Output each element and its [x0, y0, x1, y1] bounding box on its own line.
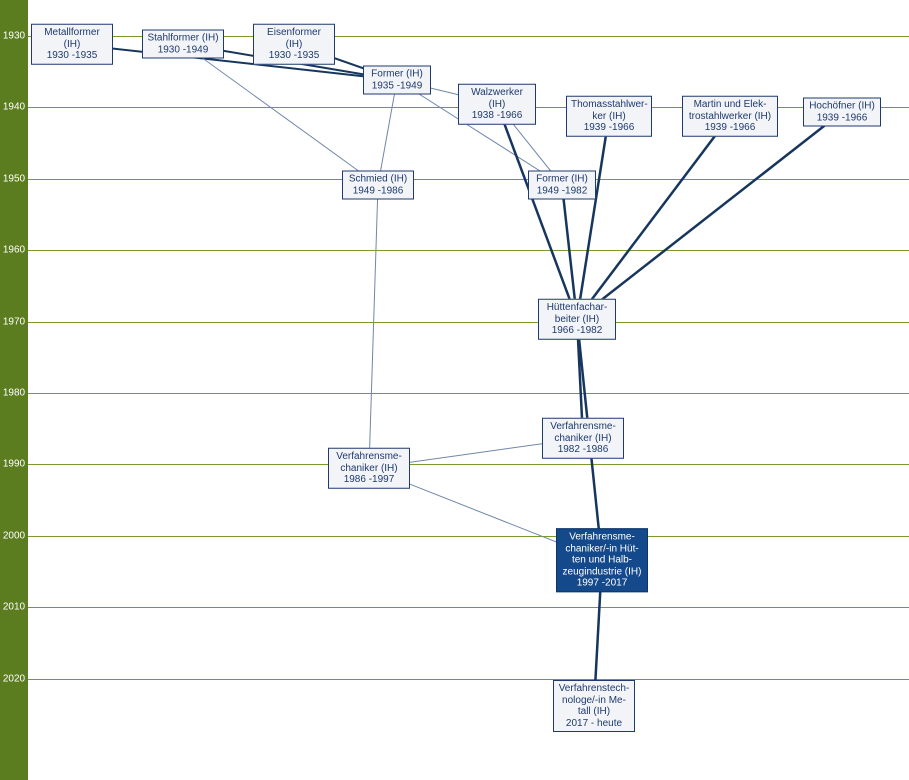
year-label: 2020 [0, 673, 28, 684]
node-years: 1930 -1935 [258, 50, 330, 62]
node-years: 1939 -1966 [808, 112, 876, 124]
node-years: 1930 -1949 [147, 44, 219, 56]
occupation-node-hochofner[interactable]: Hochöfner (IH)1939 -1966 [803, 98, 881, 127]
node-years: 1939 -1966 [571, 122, 647, 134]
node-years: 1939 -1966 [687, 122, 773, 134]
edge [577, 112, 842, 319]
edge [183, 44, 378, 185]
node-years: 2017 - heute [558, 718, 630, 730]
occupation-node-vfm1986[interactable]: Verfahrensme- chaniker (IH)1986 -1997 [328, 448, 410, 489]
node-years: 1966 -1982 [543, 325, 611, 337]
node-years: 1930 -1935 [36, 50, 108, 62]
grid-line [28, 464, 909, 465]
grid-line [28, 179, 909, 180]
node-years: 1949 -1986 [347, 185, 409, 197]
occupation-node-thomas[interactable]: Thomasstahlwer- ker (IH)1939 -1966 [566, 96, 652, 137]
year-label: 1990 [0, 459, 28, 470]
node-title: Martin und Elek- trostahlwerker (IH) [689, 99, 771, 122]
occupation-node-former1935[interactable]: Former (IH)1935 -1949 [363, 66, 431, 95]
node-title: Stahlformer (IH) [147, 33, 218, 44]
occupation-node-vfm1982[interactable]: Verfahrensme- chaniker (IH)1982 -1986 [542, 418, 624, 459]
year-label: 1970 [0, 316, 28, 327]
occupation-node-walzwerker[interactable]: Walzwerker (IH)1938 -1966 [458, 84, 536, 125]
node-title: Former (IH) [536, 174, 588, 185]
grid-line [28, 607, 909, 608]
node-years: 1997 -2017 [561, 577, 643, 589]
node-title: Metallformer (IH) [44, 27, 100, 50]
node-years: 1982 -1986 [547, 444, 619, 456]
grid-line [28, 536, 909, 537]
edge [577, 116, 609, 319]
year-label: 2000 [0, 530, 28, 541]
occupation-node-martin[interactable]: Martin und Elek- trostahlwerker (IH)1939… [682, 96, 778, 137]
edge [497, 104, 577, 319]
node-title: Hochöfner (IH) [809, 101, 875, 112]
year-label: 2010 [0, 602, 28, 613]
year-label: 1930 [0, 31, 28, 42]
node-title: Eisenformer (IH) [267, 27, 321, 50]
grid-line [28, 393, 909, 394]
year-label: 1960 [0, 245, 28, 256]
occupation-node-eisenformer[interactable]: Eisenformer (IH)1930 -1935 [253, 24, 335, 65]
node-title: Verfahrenstech- nologe/-in Me- tall (IH) [559, 683, 630, 717]
grid-line [28, 322, 909, 323]
edge [72, 44, 397, 80]
node-title: Schmied (IH) [349, 174, 407, 185]
node-title: Verfahrensme- chaniker (IH) [336, 451, 402, 474]
occupation-node-stahlformer[interactable]: Stahlformer (IH)1930 -1949 [142, 30, 224, 59]
node-title: Walzwerker (IH) [471, 87, 523, 110]
edge [378, 80, 397, 185]
year-label: 1950 [0, 173, 28, 184]
year-label: 1940 [0, 102, 28, 113]
node-years: 1986 -1997 [333, 474, 405, 486]
node-title: Thomasstahlwer- ker (IH) [571, 99, 648, 122]
node-title: Former (IH) [371, 69, 423, 80]
diagram-viewport: 1930 1940 1950 1960 1970 1980 1990 2000 2010 2020… [0, 0, 909, 780]
node-years: 1935 -1949 [368, 80, 426, 92]
occupation-node-former1949[interactable]: Former (IH)1949 -1982 [528, 171, 596, 200]
edge [577, 116, 730, 319]
grid-line [28, 250, 909, 251]
year-label: 1980 [0, 388, 28, 399]
node-title: Hüttenfachar- beiter (IH) [547, 302, 608, 325]
node-title: Verfahrensme- chaniker/-in Hüt- ten und … [563, 531, 642, 577]
node-years: 1938 -1966 [463, 110, 531, 122]
node-years: 1949 -1982 [533, 185, 591, 197]
node-title: Verfahrensme- chaniker (IH) [550, 421, 616, 444]
occupation-node-huette[interactable]: Hüttenfachar- beiter (IH)1966 -1982 [538, 299, 616, 340]
occupation-node-vtech2017[interactable]: Verfahrenstech- nologe/-in Me- tall (IH)… [553, 680, 635, 732]
grid-line [28, 679, 909, 680]
edge [369, 185, 378, 468]
occupation-node-metallformer[interactable]: Metallformer (IH)1930 -1935 [31, 24, 113, 65]
occupation-node-vfm1997[interactable]: Verfahrensme- chaniker/-in Hüt- ten und … [556, 528, 648, 592]
occupation-node-schmied[interactable]: Schmied (IH)1949 -1986 [342, 171, 414, 200]
